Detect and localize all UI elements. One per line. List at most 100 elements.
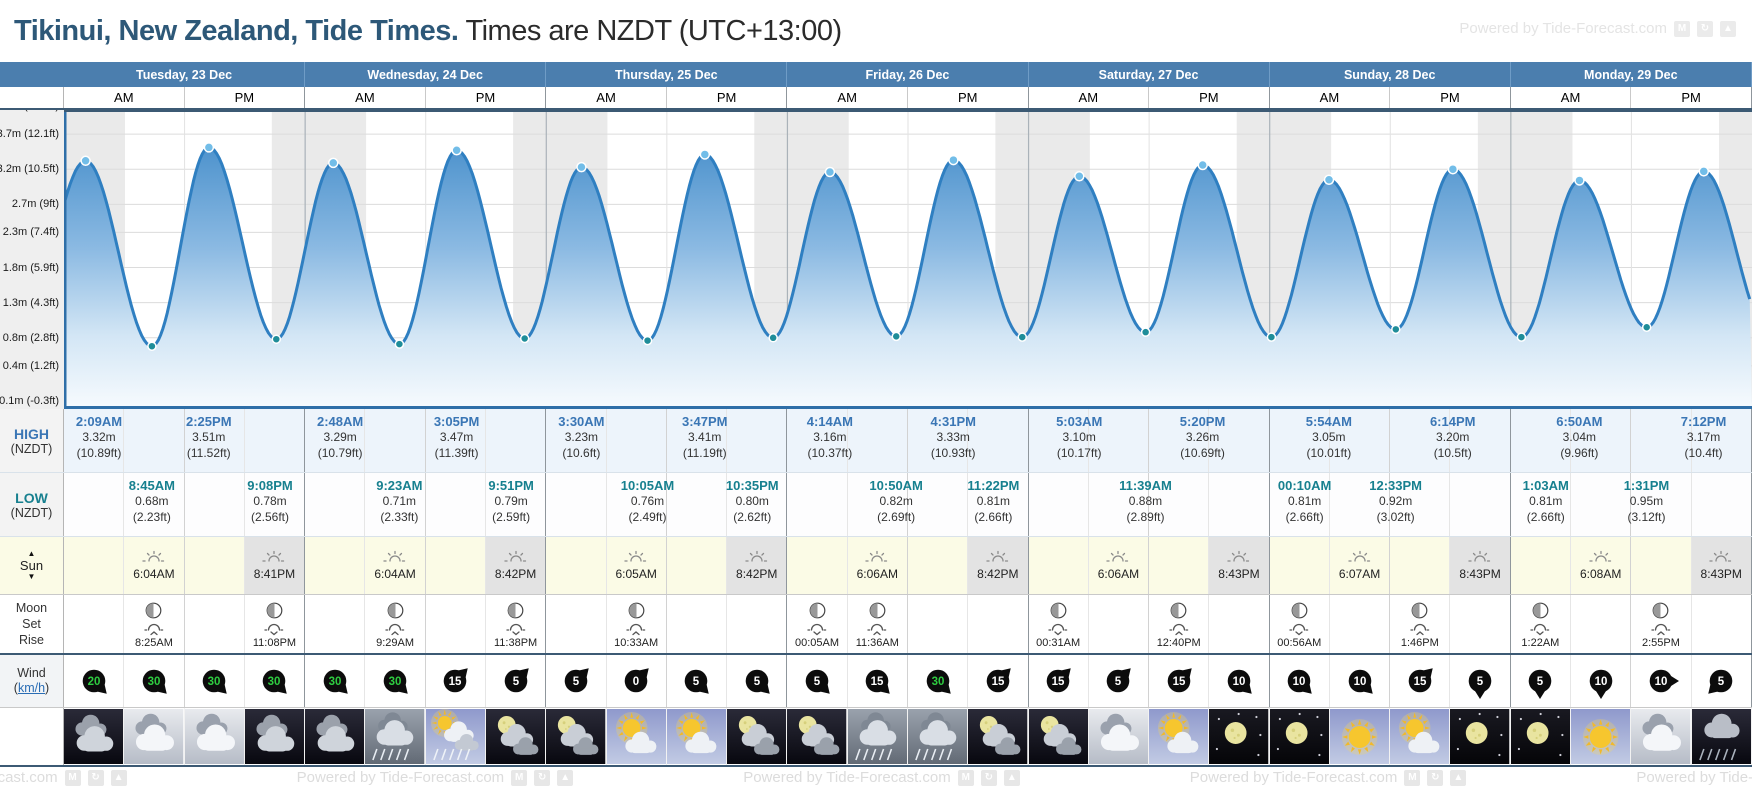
low-height-m: 0.76m: [630, 494, 665, 509]
powered-by-watermark: Powered by Tide-Forecast.com M ↻ ▲: [1459, 20, 1736, 37]
svg-text:30: 30: [268, 676, 281, 688]
weather-cell-4: [1028, 708, 1270, 765]
high-tide-marker: [1447, 163, 1459, 175]
wind-direction-icon: 15: [1046, 668, 1071, 693]
wind-speed-1-2: 15: [426, 655, 486, 707]
moonset-icon: [505, 623, 526, 635]
svg-text:15: 15: [991, 676, 1004, 688]
low-time: 8:45AM: [128, 478, 175, 493]
weather-icon-night-clear: [1450, 709, 1510, 764]
weather-icon-night-moon-cloud: [968, 709, 1028, 764]
low-tide-row: LOW (NZDT) 8:45AM 0.68m (2.23ft) 9:08PM 0.78…: [0, 473, 1752, 537]
high-tide-marker: [948, 154, 959, 166]
sunset-time: 8:43PM: [1459, 567, 1501, 581]
high-height-m: 3.33m: [936, 430, 970, 445]
low-time: 9:51PM: [488, 478, 534, 493]
moonrise-icon: [867, 623, 887, 635]
moonrise-icon: [144, 623, 164, 635]
sun-row-label: ▲ Sun ▼: [0, 537, 64, 594]
low-tide-entry: 10:35PM 0.80m (2.62ft): [719, 477, 785, 526]
y-axis-label: 3.7m (12.1ft): [0, 128, 59, 141]
weather-icon-day-sun-cloud: [606, 709, 666, 764]
low-time: 9:08PM: [247, 478, 293, 493]
sunset-time: 8:42PM: [494, 567, 537, 581]
low-time: 1:31PM: [1623, 478, 1670, 493]
pm-column-header: PM: [185, 87, 306, 108]
weather-icon-day-sunny: [1329, 709, 1390, 764]
powered-by-watermark: Powered by Tide-Forecast.com M ↻ ▲: [0, 769, 127, 786]
wind-speed-4-3: 10: [1209, 655, 1270, 707]
low-time: 10:35PM: [725, 478, 779, 493]
logo-block-icon: ↻: [1697, 20, 1713, 37]
moonrise-icon: [1169, 623, 1189, 635]
low-tide-entry: 11:39AM 0.88m (2.89ft): [1112, 477, 1178, 526]
ampm-header-0: AM PM: [64, 87, 306, 108]
weather-icon-day-sun-rain: [425, 709, 485, 764]
day-header-2: Thursday, 25 Dec: [546, 62, 788, 87]
moonset-icon: [807, 623, 827, 635]
svg-text:5: 5: [573, 676, 580, 688]
moonrise-time: 12:40PM: [1156, 636, 1201, 649]
low-tide-marker: [642, 335, 653, 346]
svg-text:15: 15: [1413, 676, 1426, 688]
sunset-icon: [745, 550, 769, 562]
svg-text:30: 30: [148, 676, 161, 688]
sunset-time: 8:41PM: [253, 567, 296, 581]
logo-block-icon: ▲: [1720, 20, 1736, 37]
wind-speed-5-3: 5: [1450, 655, 1511, 707]
moonrise-time: 11:36AM: [855, 636, 899, 649]
pm-column-header: PM: [1149, 87, 1270, 108]
wind-direction-icon: 5: [805, 669, 830, 694]
sunrise-icon: [1589, 550, 1613, 562]
moon-label: Moon: [15, 601, 48, 615]
sunset-time: 8:42PM: [977, 567, 1019, 581]
sun-cell-6: 6:08AM 8:43PM: [1510, 537, 1752, 594]
sun-row: ▲ Sun ▼ 6:04AM 8:41PM 6:04AM 8:42PM 6:05…: [0, 537, 1752, 595]
logo-block-icon: M: [957, 769, 974, 786]
sun-cell-2: 6:05AM 8:42PM: [546, 537, 788, 594]
high-time: 3:30AM: [558, 414, 605, 429]
low-cell-2: 10:05AM 0.76m (2.49ft) 10:35PM 0.80m (2.62ft): [546, 473, 788, 536]
wind-cell-5: 10 10 15 5: [1269, 655, 1511, 707]
wind-speed-1-3: 5: [486, 655, 547, 707]
sun-cell-1: 6:04AM 8:42PM: [305, 537, 547, 594]
moonrise-icon: [385, 623, 405, 635]
wind-unit-link[interactable]: km/h: [17, 681, 46, 695]
moonset-icon: [1530, 623, 1551, 635]
svg-text:5: 5: [814, 676, 821, 688]
moon-rise-label: Rise: [18, 633, 44, 647]
weather-icon-night-moon-cloud: [727, 709, 787, 764]
high-height-m: 3.47m: [439, 430, 474, 445]
wind-direction-icon: 30: [926, 669, 951, 694]
wind-speed-3-2: 30: [908, 655, 969, 707]
high-height-ft: (10.79ft): [317, 445, 363, 460]
low-height-ft: (2.33ft): [380, 509, 419, 524]
day-header-6: Monday, 29 Dec: [1511, 62, 1752, 87]
low-height-m: 0.71m: [382, 494, 417, 509]
sunrise-time: 6:06AM: [1097, 567, 1140, 581]
moonrise-icon: [626, 623, 646, 635]
wind-speed-0-1: 30: [124, 655, 185, 707]
high-time: 2:09AM: [75, 414, 123, 429]
wind-speed-2-0: 5: [546, 655, 607, 707]
weather-icon-night-clear: [1269, 709, 1329, 764]
moonset-time: 00:05AM: [795, 636, 840, 649]
pm-column-header: PM: [1631, 87, 1752, 108]
moonset-time: 11:38PM: [494, 636, 538, 649]
high-height-ft: (11.19ft): [682, 445, 727, 460]
high-height-ft: (11.52ft): [186, 445, 231, 460]
footer: Powered by Tide-Forecast.com M ↻ ▲ Powered b…: [0, 767, 1752, 787]
high-height-m: 3.41m: [688, 430, 722, 445]
high-time: 2:48AM: [317, 414, 364, 429]
high-height-ft: (10.5ft): [1433, 445, 1472, 460]
sun-cell-4: 6:06AM 8:43PM: [1028, 537, 1270, 594]
high-tide-entry: 2:25PM 3.51m (11.52ft): [176, 413, 242, 462]
y-axis-label: 2.3m (7.4ft): [2, 226, 59, 239]
moon-phase-icon: [266, 602, 283, 618]
low-height-ft: (2.23ft): [132, 509, 171, 524]
high-tide-entry: 7:12PM 3.17m (10.4ft): [1671, 413, 1737, 462]
wind-direction-icon: 10: [1287, 669, 1312, 694]
high-time: 5:03AM: [1056, 414, 1103, 429]
svg-text:30: 30: [931, 676, 944, 688]
wind-speed-4-2: 15: [1149, 655, 1210, 707]
